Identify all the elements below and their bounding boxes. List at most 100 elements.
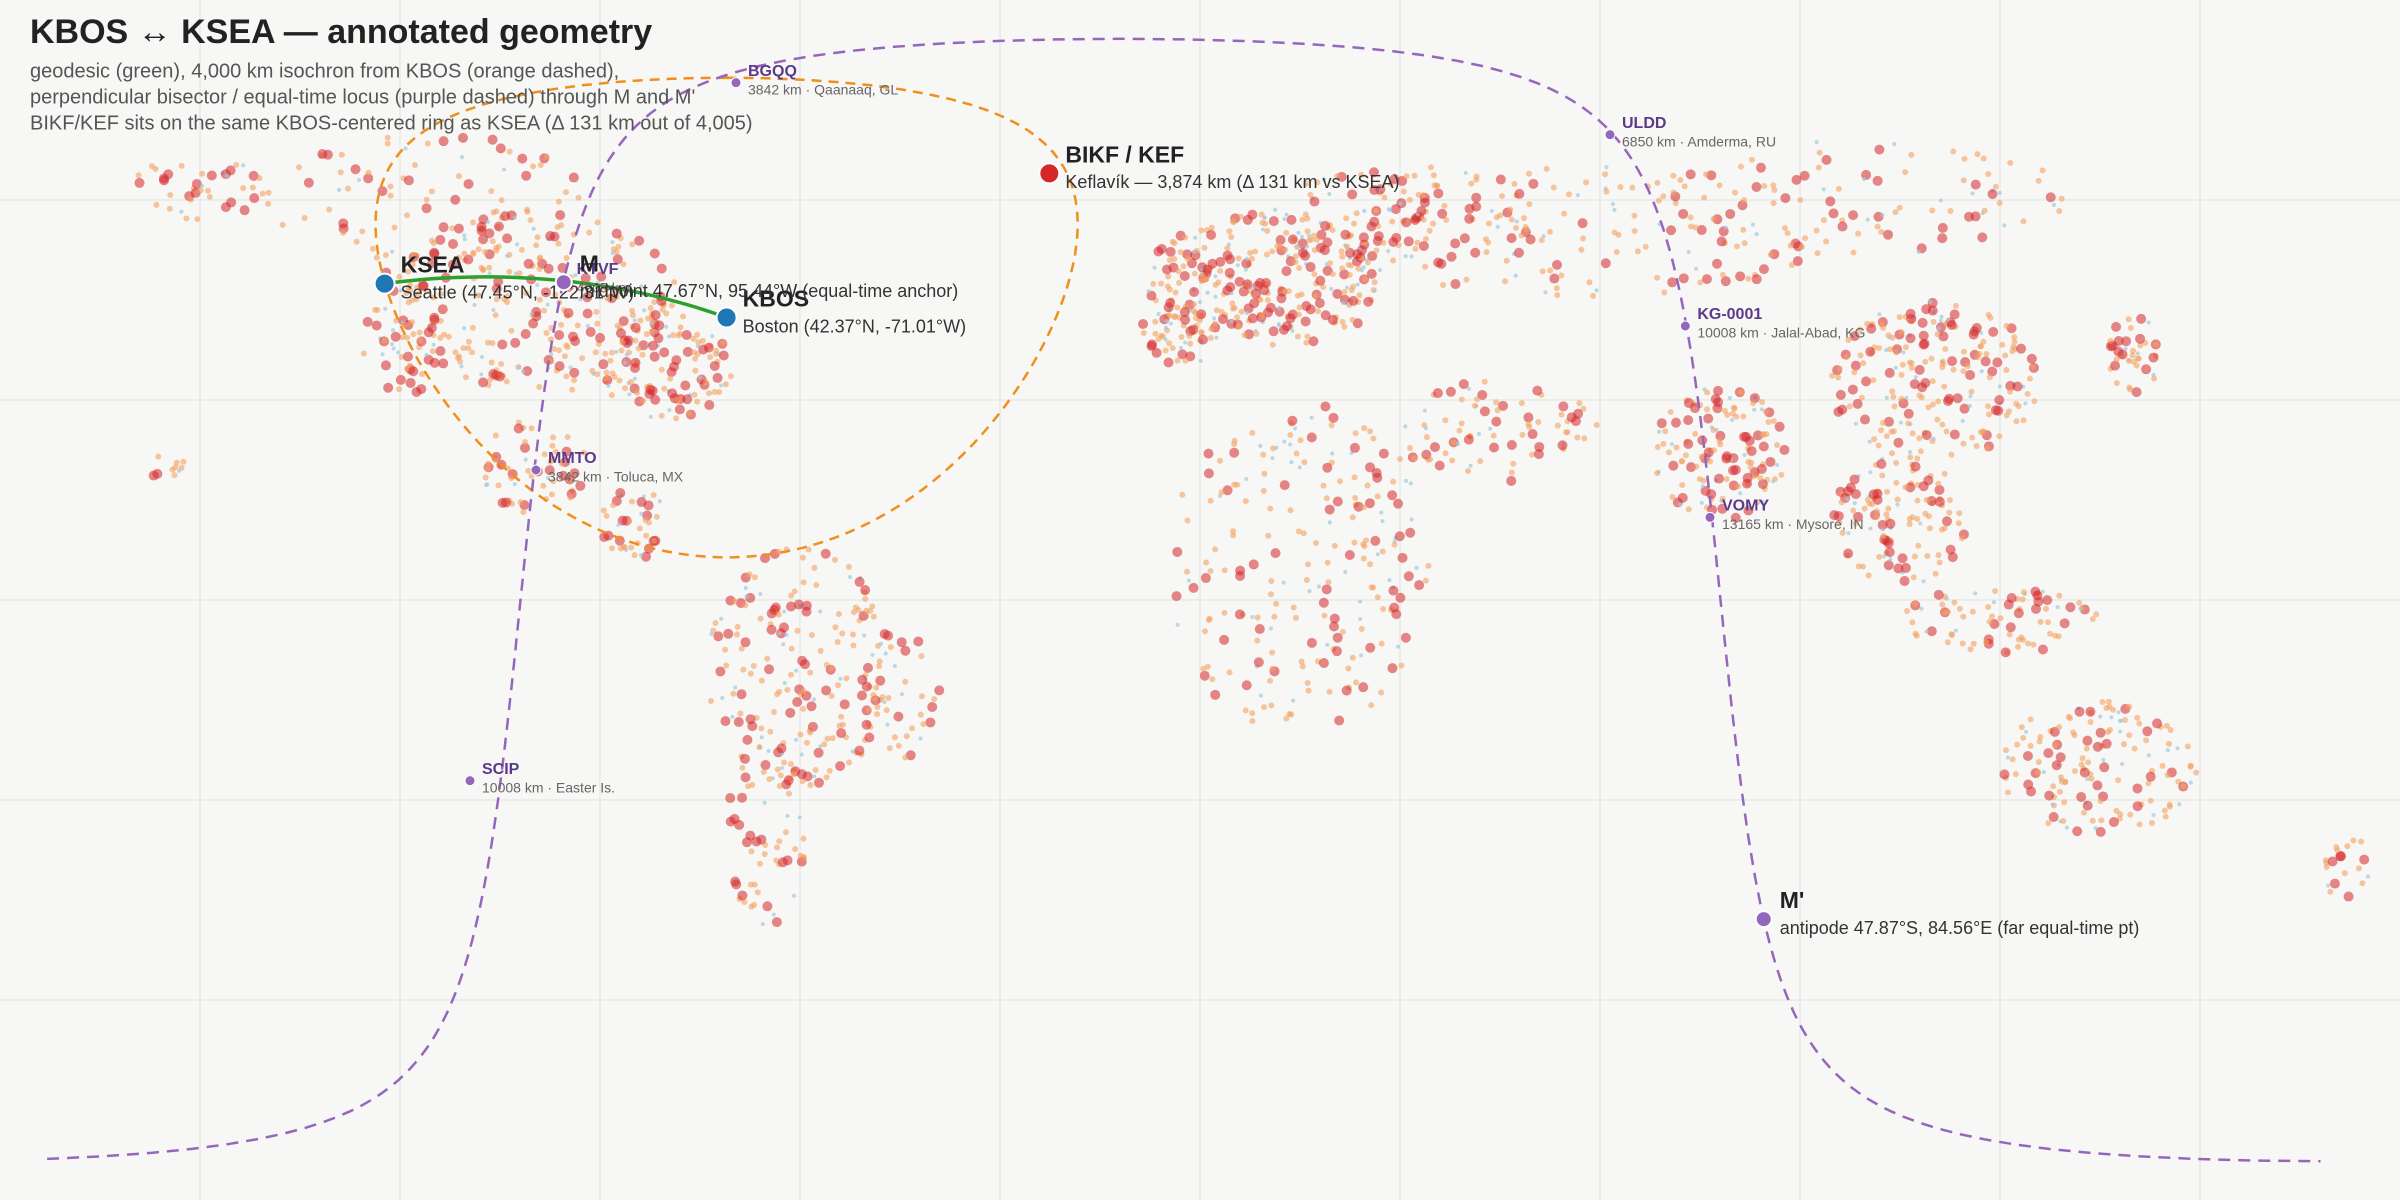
dot xyxy=(513,423,524,434)
dot xyxy=(2055,633,2062,640)
dot xyxy=(856,690,867,701)
dot xyxy=(2085,706,2096,717)
dot xyxy=(1343,570,1348,575)
dot xyxy=(1914,455,1921,462)
dot xyxy=(362,316,373,327)
dot xyxy=(1889,388,1896,395)
dot xyxy=(1679,481,1686,488)
dot xyxy=(383,382,394,393)
dot xyxy=(784,686,791,693)
dot xyxy=(2003,367,2010,374)
dot xyxy=(1924,629,1929,634)
dot xyxy=(1683,415,1694,426)
dot xyxy=(487,134,498,145)
dot xyxy=(1259,285,1270,296)
dot xyxy=(423,196,430,203)
dot xyxy=(1204,663,1211,670)
dot xyxy=(1893,459,1900,466)
airport-code: SCIP xyxy=(482,761,520,778)
dot xyxy=(793,599,804,610)
dot xyxy=(1295,244,1300,249)
dot xyxy=(1742,472,1753,483)
dot xyxy=(1321,584,1332,595)
dot xyxy=(1737,163,1744,170)
dot xyxy=(1217,457,1224,464)
dot xyxy=(179,209,184,214)
dot xyxy=(2125,316,2132,323)
dot xyxy=(631,552,638,559)
dot xyxy=(1403,173,1410,180)
dot xyxy=(1759,407,1764,412)
dot xyxy=(1300,250,1311,261)
dot xyxy=(555,240,562,247)
dot xyxy=(1360,555,1367,562)
dot xyxy=(1677,177,1684,184)
dot xyxy=(1156,312,1161,317)
airport-detail: 10008 km · Easter Is. xyxy=(482,779,615,795)
dot xyxy=(746,571,753,578)
dot xyxy=(1861,505,1868,512)
dot xyxy=(1209,676,1216,683)
dot xyxy=(303,177,314,188)
dot xyxy=(813,582,820,589)
dot xyxy=(883,651,888,656)
dot xyxy=(1725,208,1736,219)
dot xyxy=(1939,314,1944,319)
dot xyxy=(709,632,714,637)
dot xyxy=(739,764,746,771)
dot xyxy=(879,641,884,646)
dot xyxy=(381,337,388,344)
dot xyxy=(512,482,517,487)
dot xyxy=(1904,608,1911,615)
dot xyxy=(734,623,741,630)
airport-dots xyxy=(134,132,2371,928)
dot xyxy=(1898,371,1905,378)
dot xyxy=(1499,193,1506,200)
dot xyxy=(1799,170,1810,181)
dot xyxy=(1281,266,1292,277)
dot xyxy=(1372,288,1377,293)
dot xyxy=(233,161,240,168)
dot xyxy=(671,279,678,286)
dot xyxy=(775,548,782,555)
dot xyxy=(1477,389,1488,400)
dot xyxy=(767,728,774,735)
dot xyxy=(1306,637,1317,648)
dot xyxy=(1949,429,1960,440)
dot xyxy=(463,254,474,265)
dot xyxy=(1247,249,1254,256)
dot xyxy=(2126,703,2133,710)
dot xyxy=(1525,234,1536,245)
dot xyxy=(1369,184,1380,195)
dot xyxy=(456,353,463,360)
dot xyxy=(1883,416,1894,427)
dot xyxy=(1483,249,1490,256)
dot xyxy=(1981,207,1988,214)
dot xyxy=(2092,741,2103,752)
dot xyxy=(423,354,434,365)
dot xyxy=(504,298,511,305)
dot xyxy=(745,783,752,790)
dot xyxy=(484,228,495,239)
dot xyxy=(1994,394,2005,405)
dot xyxy=(641,551,652,562)
dot xyxy=(905,750,916,761)
dot xyxy=(134,177,145,188)
dot xyxy=(1207,334,1214,341)
dot xyxy=(1152,265,1157,270)
dot xyxy=(1849,474,1860,485)
dot xyxy=(163,169,174,180)
dot xyxy=(1935,398,1942,405)
dot xyxy=(776,743,787,754)
dot xyxy=(1267,591,1274,598)
dot xyxy=(2070,729,2077,736)
dot xyxy=(1207,497,1214,504)
dot xyxy=(495,143,506,154)
dot xyxy=(1303,180,1310,187)
dot xyxy=(459,364,464,369)
dot xyxy=(1985,171,1992,178)
dot xyxy=(359,228,366,235)
dot xyxy=(2079,755,2086,762)
dot xyxy=(650,310,661,321)
airport-code: MMTO xyxy=(548,450,597,467)
